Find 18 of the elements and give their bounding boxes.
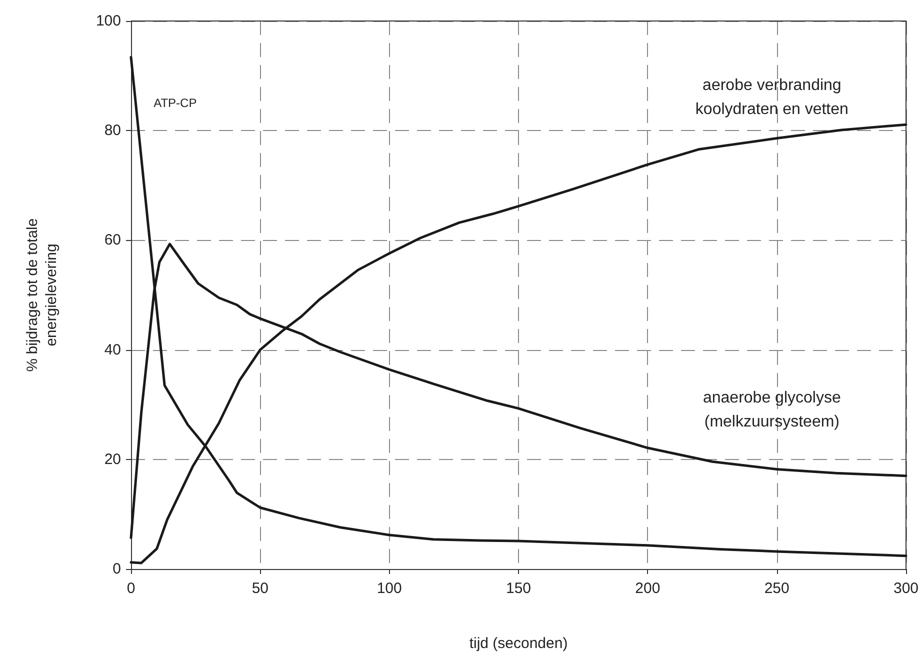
y-tick-label: 80 <box>104 122 121 140</box>
y-tick-label: 0 <box>112 560 121 578</box>
series-label: aerobe verbranding koolydraten en vetten <box>695 77 848 118</box>
x-axis-title: tijd (seconden) <box>469 635 568 652</box>
y-tick-label: 100 <box>96 12 121 30</box>
y-tick-label: 60 <box>104 232 121 249</box>
x-tick-label: 200 <box>635 580 660 597</box>
x-tick-label: 100 <box>376 580 402 597</box>
y-tick-label: 20 <box>104 450 121 468</box>
x-tick-label: 300 <box>893 580 919 597</box>
series-label: ATP-CP <box>154 96 197 110</box>
x-tick-label: 250 <box>764 580 790 597</box>
x-tick-label: 0 <box>126 580 136 597</box>
y-axis-title: % bijdrage tot de totale energielevering <box>24 218 60 372</box>
series-label: anaerobe glycolyse (melkzuursysteem) <box>702 390 841 431</box>
x-tick-label: 50 <box>252 580 269 597</box>
y-tick-label: 40 <box>104 341 121 358</box>
x-tick-label: 150 <box>506 580 532 597</box>
